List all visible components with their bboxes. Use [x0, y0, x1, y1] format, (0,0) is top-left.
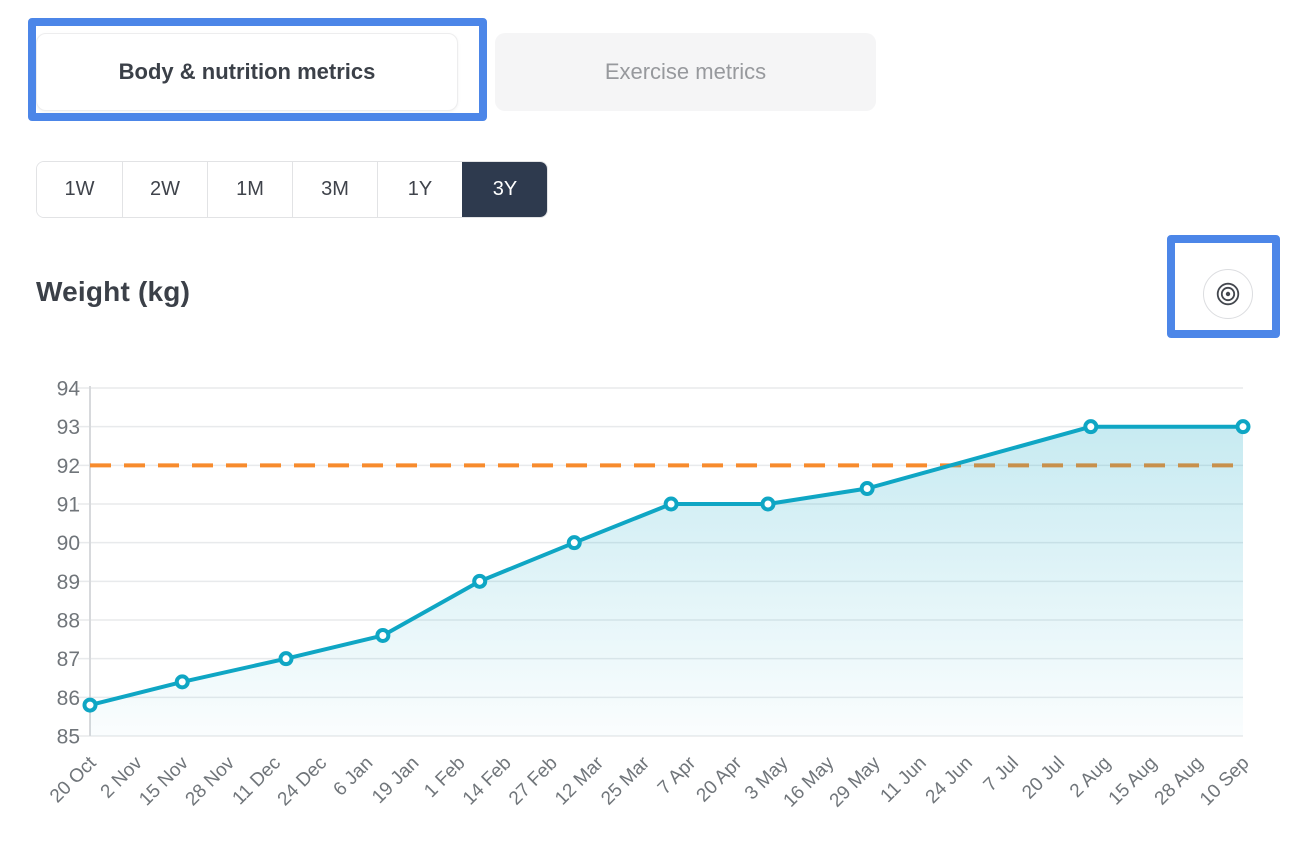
y-tick-label: 87: [57, 648, 80, 671]
range-button-2w[interactable]: 2W: [122, 162, 207, 217]
y-tick-label: 90: [57, 532, 80, 555]
x-tick-label: 7 Jul: [980, 753, 1023, 796]
chart-title: Weight (kg): [36, 276, 191, 307]
x-tick-label: 24 Jun: [922, 753, 977, 808]
x-tick-label: 10 Sep: [1196, 753, 1253, 810]
range-button-1y[interactable]: 1Y: [377, 162, 462, 217]
data-point-marker[interactable]: [1235, 419, 1251, 435]
range-button-1m[interactable]: 1M: [207, 162, 292, 217]
data-point-marker[interactable]: [375, 627, 391, 643]
bullseye-target-icon: [1213, 279, 1243, 309]
range-button-1w[interactable]: 1W: [37, 162, 122, 217]
x-tick-label: 12 Mar: [551, 752, 608, 809]
range-button-3m[interactable]: 3M: [292, 162, 377, 217]
x-tick-label: 20 Oct: [46, 752, 101, 807]
x-tick-label: 16 May: [780, 752, 839, 811]
y-tick-label: 93: [57, 416, 80, 439]
data-point-marker[interactable]: [663, 496, 679, 512]
x-tick-label: 20 Apr: [693, 752, 747, 806]
range-button-3y[interactable]: 3Y: [462, 162, 547, 217]
data-point-marker[interactable]: [760, 496, 776, 512]
x-tick-label: 25 Mar: [597, 752, 654, 809]
data-point-marker[interactable]: [566, 535, 582, 551]
data-point-marker[interactable]: [82, 697, 98, 713]
x-tick-label: 28 Nov: [182, 752, 240, 810]
y-tick-label: 94: [57, 378, 81, 401]
x-tick-label: 19 Jan: [368, 753, 423, 808]
data-point-marker[interactable]: [278, 651, 294, 667]
x-tick-label: 24 Dec: [274, 753, 331, 810]
x-tick-label: 20 Jul: [1018, 753, 1069, 804]
y-tick-label: 88: [57, 610, 80, 633]
x-tick-label: 15 Nov: [135, 752, 193, 810]
x-tick-label: 28 Aug: [1151, 753, 1208, 810]
time-range-group: 1W 2W 1M 3M 1Y 3Y: [36, 161, 548, 218]
y-tick-label: 86: [57, 687, 80, 710]
y-tick-label: 92: [57, 455, 80, 478]
tab-body-nutrition-metrics[interactable]: Body & nutrition metrics: [36, 33, 458, 111]
x-tick-label: 27 Feb: [505, 753, 562, 810]
data-point-marker[interactable]: [174, 674, 190, 690]
y-tick-label: 91: [57, 494, 80, 517]
x-tick-label: 15 Aug: [1105, 753, 1162, 810]
data-point-marker[interactable]: [859, 481, 875, 497]
y-tick-label: 85: [57, 726, 80, 749]
x-tick-label: 29 May: [826, 752, 885, 811]
x-tick-label: 11 Jun: [877, 753, 931, 807]
data-point-marker[interactable]: [1083, 419, 1099, 435]
data-point-marker[interactable]: [472, 573, 488, 589]
tab-exercise-label: Exercise metrics: [604, 59, 767, 84]
goal-target-button[interactable]: [1203, 269, 1253, 319]
tab-exercise-metrics[interactable]: Exercise metrics: [495, 33, 876, 111]
tab-body-nutrition-label: Body & nutrition metrics: [118, 59, 376, 84]
area-fill: [90, 426, 1243, 736]
x-tick-label: 14 Feb: [459, 753, 516, 810]
x-tick-label: 11 Dec: [229, 753, 285, 809]
y-tick-label: 89: [57, 571, 80, 594]
